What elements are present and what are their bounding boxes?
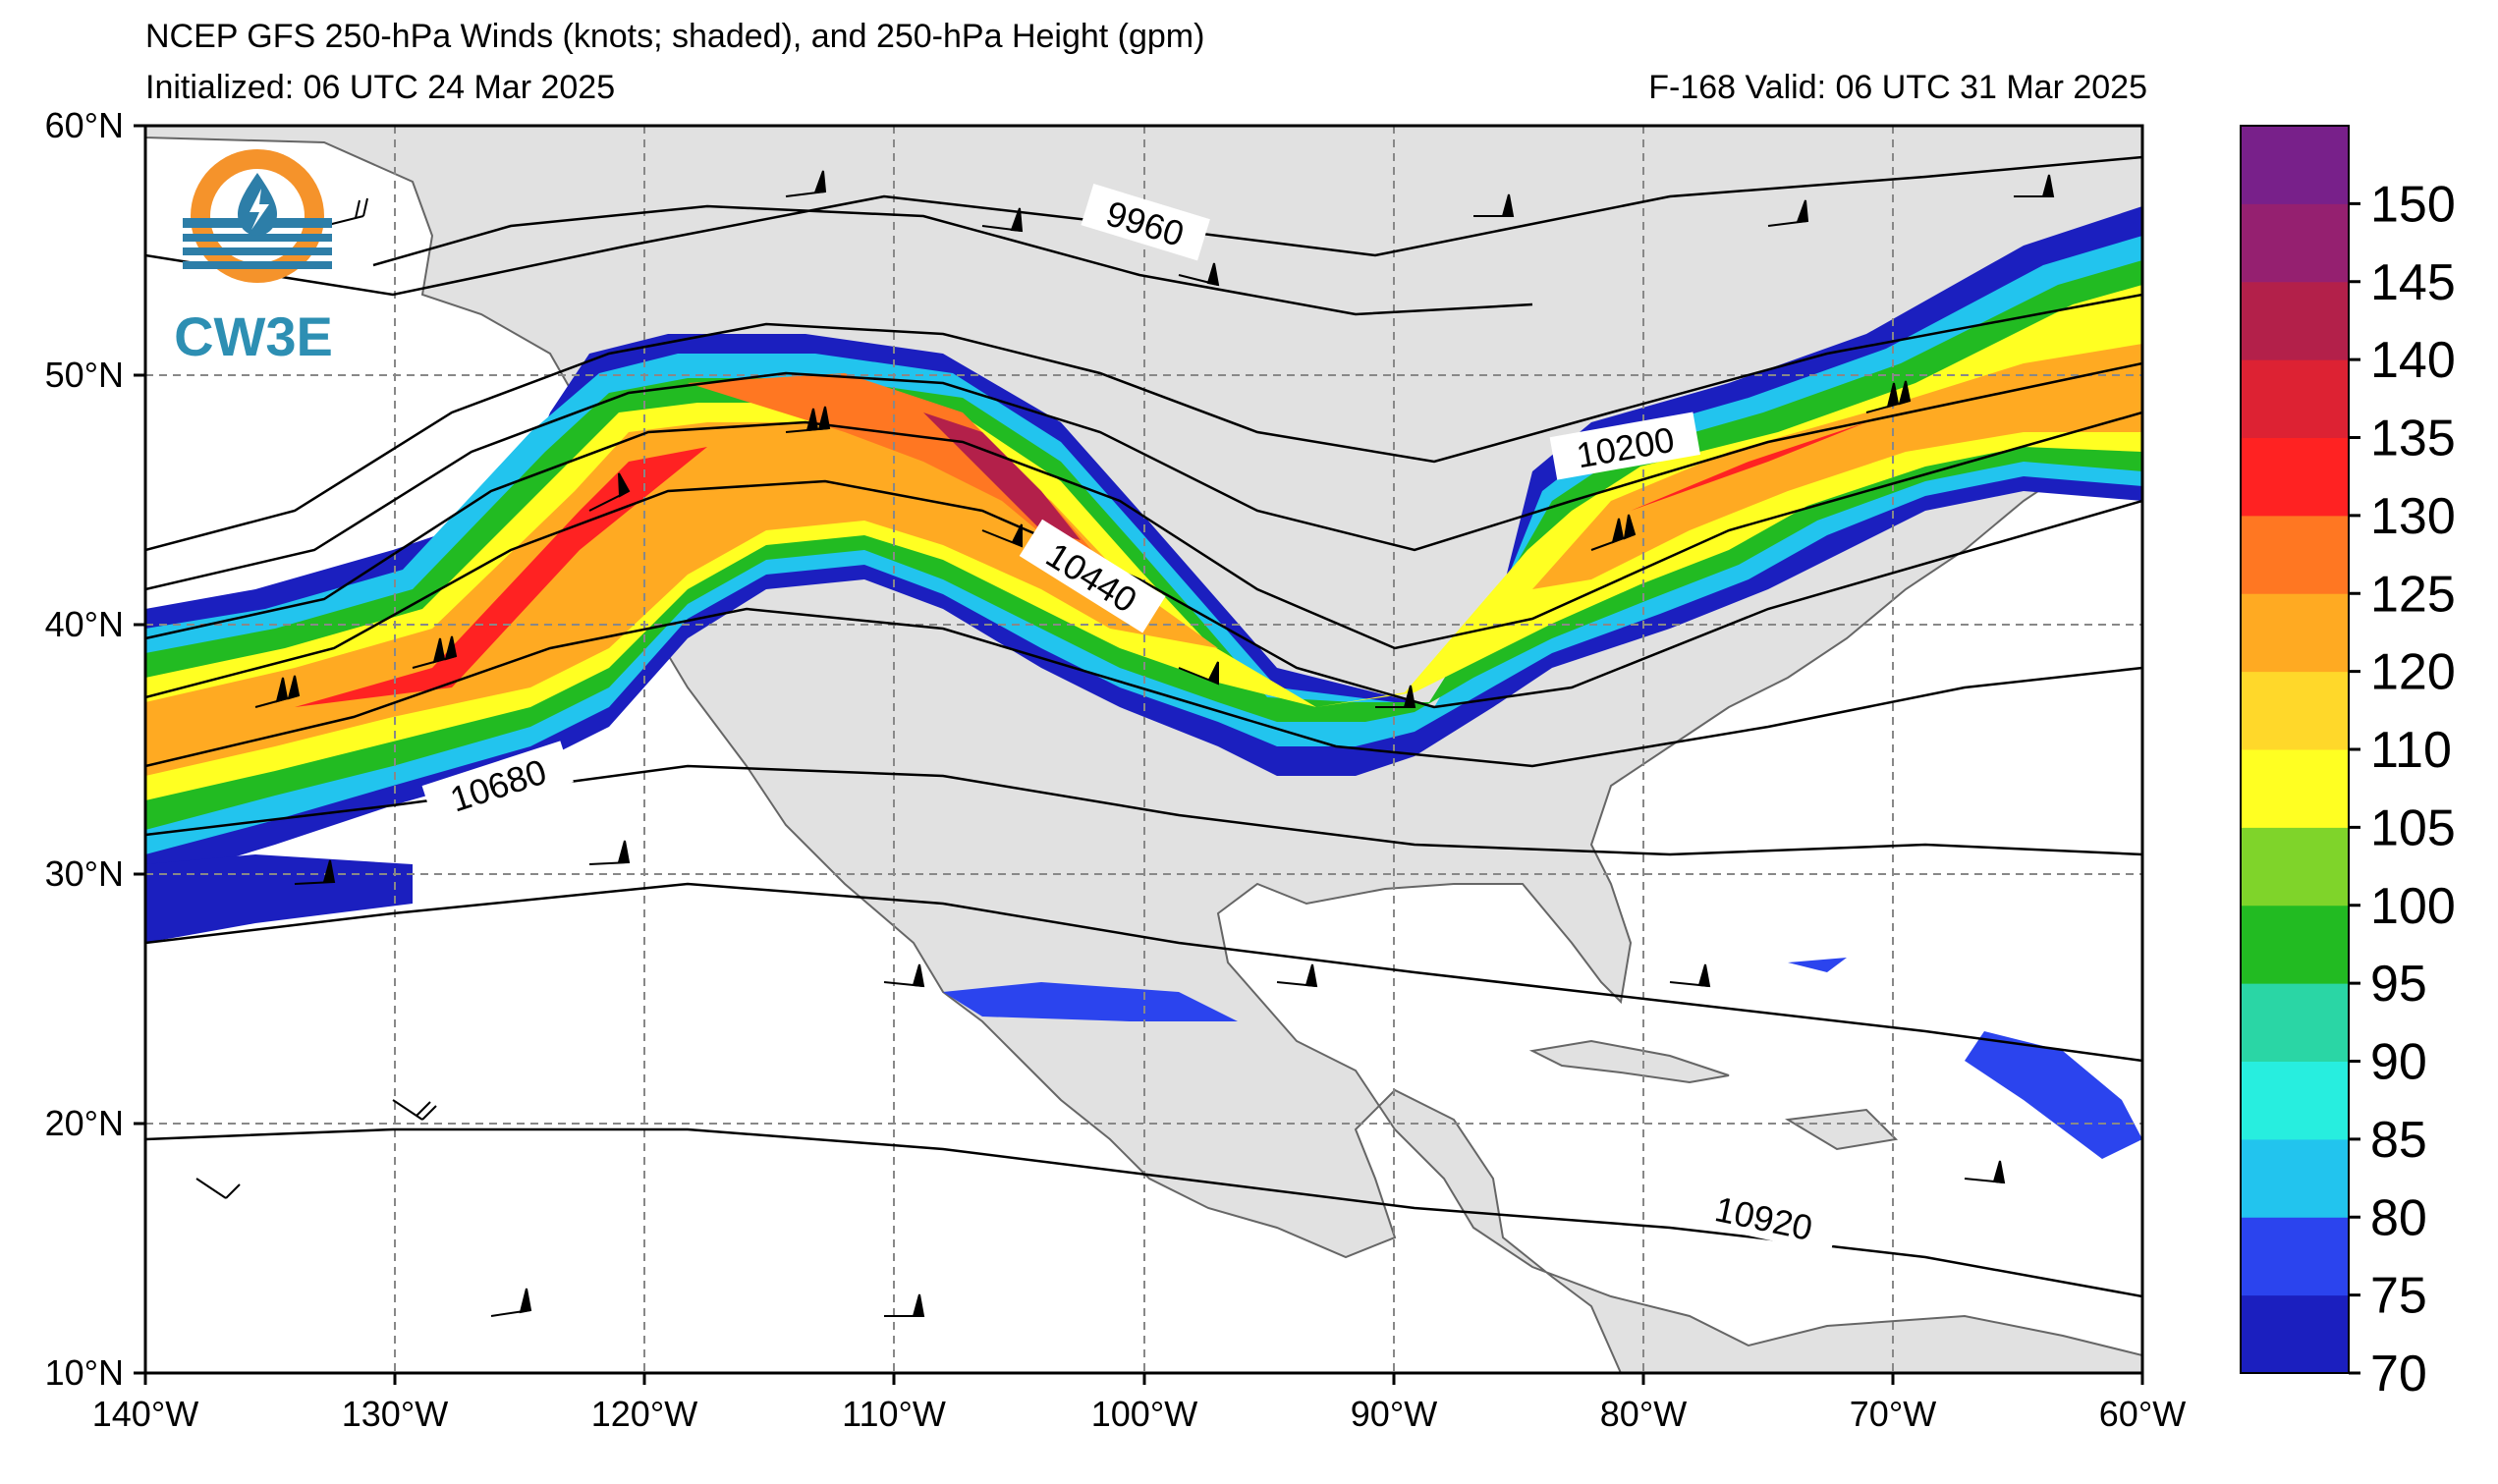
lat-label: 30°N [45, 853, 124, 894]
colorbar-tick-label: 75 [2370, 1268, 2427, 1325]
lat-label: 60°N [45, 105, 124, 145]
lon-label: 60°W [2099, 1394, 2186, 1434]
wind-barb [588, 840, 631, 865]
latitude-labels: 60°N 50°N 40°N 30°N 20°N 10°N [45, 105, 124, 1393]
lon-label: 100°W [1091, 1394, 1197, 1434]
colorbar-tick-label: 125 [2370, 566, 2456, 623]
lon-label: 80°W [1600, 1394, 1687, 1434]
wind-barb [1473, 193, 1515, 217]
lon-label: 120°W [591, 1394, 697, 1434]
colorbar-segment [2241, 359, 2349, 438]
wind-barb [1178, 661, 1219, 686]
lat-label: 10°N [45, 1352, 124, 1393]
colorbar-tick-label: 110 [2370, 722, 2452, 779]
colorbar-segment [2241, 515, 2349, 594]
colorbar-tick-label: 90 [2370, 1034, 2427, 1091]
colorbar-tick-label: 145 [2370, 254, 2456, 311]
wind-barb [1964, 1160, 2006, 1184]
colorbar-segment [2241, 671, 2349, 750]
colorbar-segment [2241, 983, 2349, 1062]
wind-barb [1865, 380, 1912, 413]
colorbar-segment [2241, 749, 2349, 828]
colorbar-tick-label: 95 [2370, 956, 2427, 1013]
colorbar-segment [2241, 203, 2349, 283]
colorbar-tick-label: 85 [2370, 1112, 2427, 1169]
logo-text: CW3E [174, 305, 333, 367]
wind-barb [883, 963, 925, 988]
wind-barb [490, 1288, 532, 1317]
colorbar-segment [2241, 437, 2349, 517]
wind-barb [254, 675, 301, 708]
wind-barb [785, 170, 827, 197]
graticule [145, 126, 2142, 1373]
longitude-labels: 140°W 130°W 120°W 110°W 100°W 90°W 80°W … [92, 1394, 2186, 1434]
wind-barb [1767, 199, 1809, 227]
colorbar-segment [2241, 126, 2349, 204]
wind-barb [884, 1293, 925, 1317]
wind-barb [1375, 685, 1416, 708]
wind-barb [412, 635, 458, 669]
colorbar-segment [2241, 827, 2349, 907]
colorbar-tick-label: 80 [2370, 1189, 2427, 1246]
wind-barb [1178, 262, 1220, 287]
lat-label: 40°N [45, 604, 124, 644]
colorbar-tick-label: 70 [2370, 1346, 2427, 1402]
cw3e-logo: CW3E [174, 149, 333, 367]
colorbar-segment [2241, 1217, 2349, 1296]
colorbar-tick-label: 135 [2370, 411, 2456, 467]
colorbar-segment [2241, 905, 2349, 984]
colorbar-tick-label: 100 [2370, 878, 2456, 935]
wind-barb [1590, 514, 1637, 551]
lon-label: 110°W [842, 1394, 946, 1434]
wind-barb [2014, 174, 2055, 197]
colorbar-segment [2241, 1061, 2349, 1140]
wind-barb [1276, 963, 1318, 988]
lon-label: 140°W [92, 1394, 198, 1434]
colorbar-tick-label: 140 [2370, 332, 2456, 389]
lon-label: 90°W [1351, 1394, 1437, 1434]
colorbar-tick-label: 105 [2370, 799, 2456, 856]
wind-barb [588, 472, 631, 512]
colorbar-tick-label: 120 [2370, 644, 2456, 701]
height-contours [145, 155, 2142, 1298]
lat-label: 50°N [45, 355, 124, 395]
wind-barb [392, 1099, 437, 1121]
colorbar-tick-label: 130 [2370, 488, 2456, 545]
valid-time: F-168 Valid: 06 UTC 31 Mar 2025 [1648, 69, 2147, 106]
lat-label: 20°N [45, 1103, 124, 1143]
wind-barb [1669, 963, 1711, 988]
lightning-icon [250, 189, 269, 230]
cuba-land [1528, 1039, 1730, 1084]
colorbar-segment [2241, 281, 2349, 360]
colorbar [2241, 126, 2349, 1374]
init-time: Initialized: 06 UTC 24 Mar 2025 [145, 69, 616, 106]
wind-barb [981, 523, 1023, 548]
colorbar-segment [2241, 1138, 2349, 1218]
hispaniola-land [1785, 1108, 1899, 1151]
colorbar-tick-label: 150 [2370, 176, 2456, 233]
lon-label: 130°W [342, 1394, 448, 1434]
wind-barbs [195, 170, 2055, 1317]
colorbar-segment [2241, 593, 2349, 673]
map-title: NCEP GFS 250-hPa Winds (knots; shaded), … [145, 18, 1205, 55]
wind-barb [981, 207, 1024, 233]
wind-barb [195, 1178, 241, 1199]
colorbar-ticks: 150 145 140 135 130 125 120 110 105 100 95 90 85 80 75… [2349, 176, 2456, 1402]
wind-barb [785, 406, 831, 433]
wind-barb [294, 859, 336, 885]
colorbar-segment [2241, 1294, 2349, 1374]
axis-ticks [134, 124, 2144, 1385]
lon-label: 70°W [1850, 1394, 1936, 1434]
